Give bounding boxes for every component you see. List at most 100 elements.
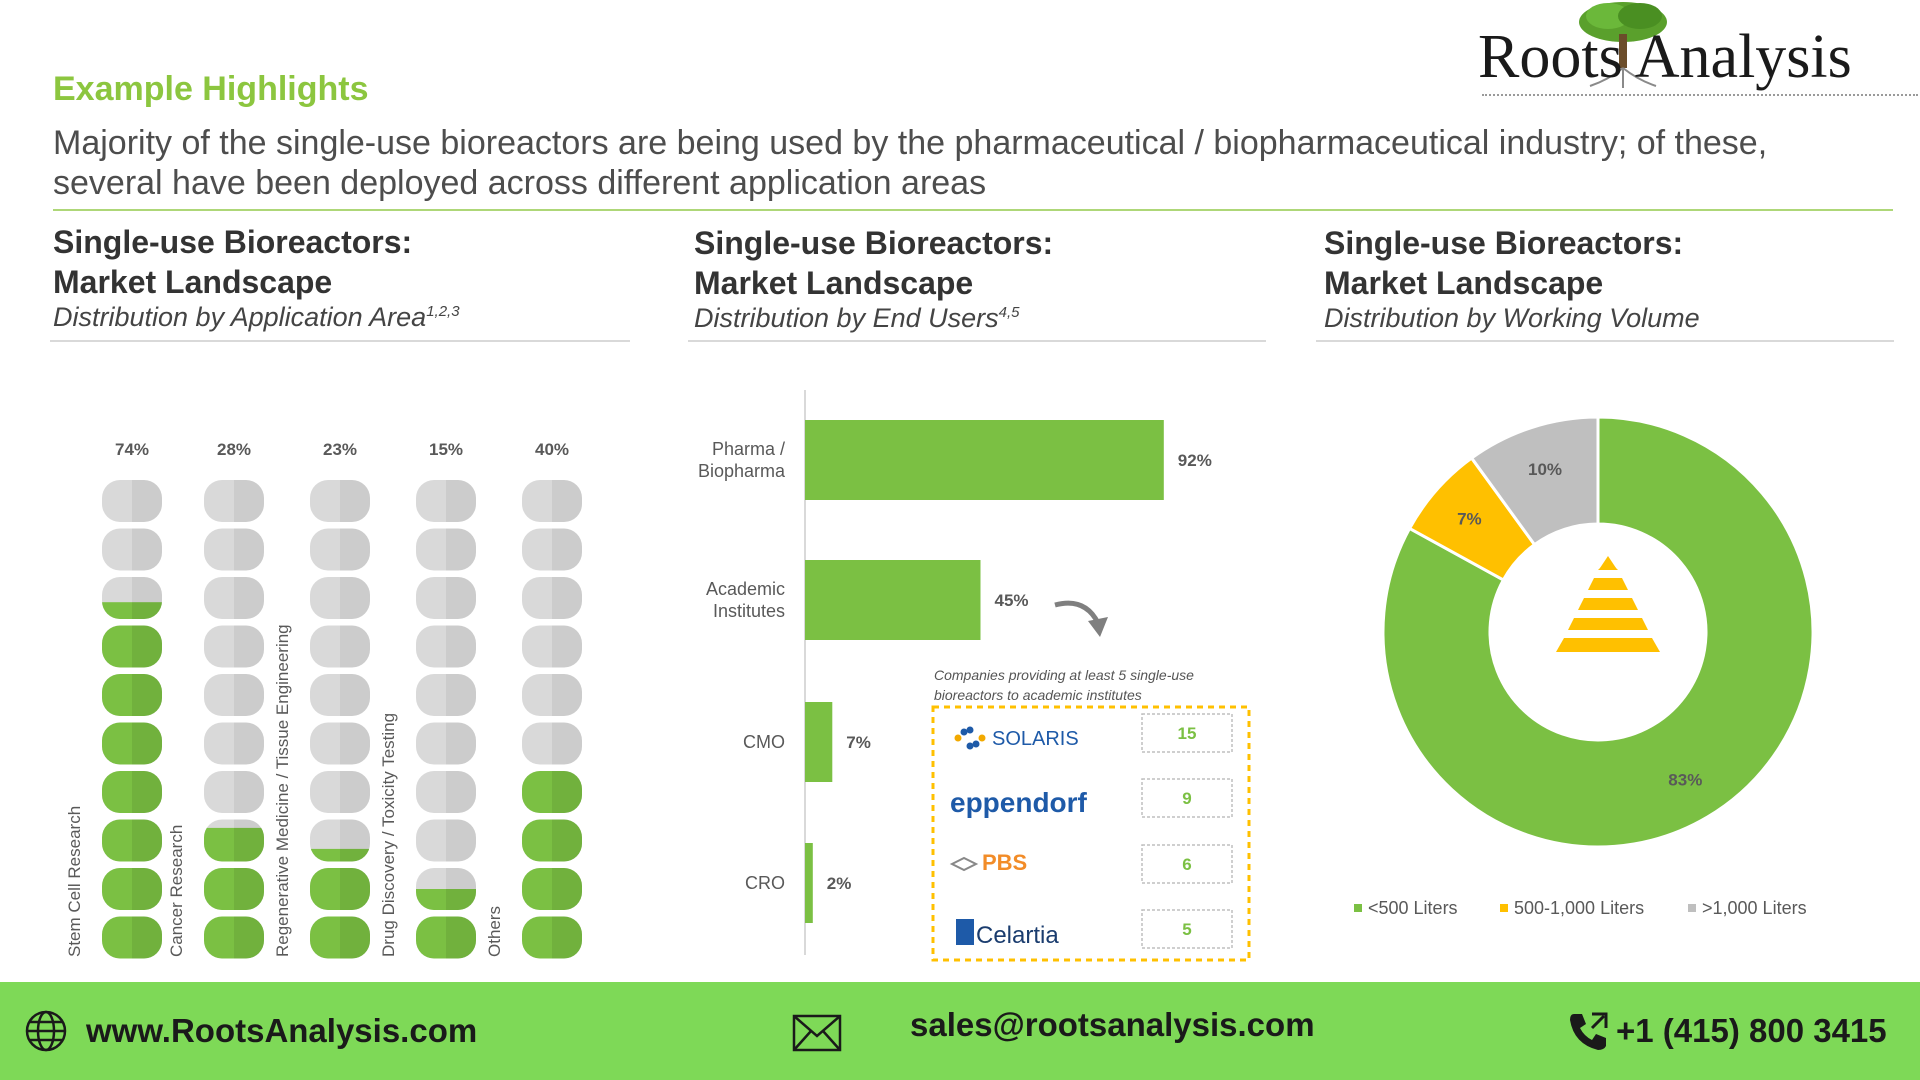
capsule-unit xyxy=(204,868,264,910)
company-count: 9 xyxy=(1182,789,1191,808)
bar-fill xyxy=(204,827,264,862)
email-link[interactable]: sales@rootsanalysis.com xyxy=(910,1006,1315,1043)
company-name: Celartia xyxy=(976,922,1059,949)
legend-label: 500-1,000 Liters xyxy=(1514,898,1644,918)
working-volume-chart: 83% 7% 10% <500 Liters 500-1,000 Liters >1,0… xyxy=(1354,415,1815,918)
category-label: Cancer Research xyxy=(167,825,186,957)
logo-tagline-line xyxy=(1482,94,1918,102)
capsule-unit xyxy=(416,916,476,959)
category-label: Pharma / Biopharma xyxy=(698,439,786,481)
website-link[interactable]: www.RootsAnalysis.com xyxy=(86,1012,478,1049)
pbs-logo-mark xyxy=(949,856,979,872)
company-name: eppendorf xyxy=(950,787,1088,818)
capsule-unit xyxy=(102,722,162,765)
bar-fill xyxy=(416,889,476,910)
data-label: 10% xyxy=(1528,460,1562,479)
capsule-unit xyxy=(310,771,370,813)
data-label: 23% xyxy=(323,440,357,459)
company-row: Celartia 5 xyxy=(956,909,1233,949)
panel-divider xyxy=(1316,340,1894,342)
capsule-unit xyxy=(102,819,162,862)
donut-slice xyxy=(1469,415,1600,547)
solaris-logo xyxy=(954,726,986,750)
globe-icon xyxy=(25,1010,67,1052)
company-name: SOLARIS xyxy=(992,728,1079,750)
footer-website[interactable]: www.RootsAnalysis.com xyxy=(24,982,477,1080)
capsule-unit xyxy=(416,528,476,571)
bar-fill xyxy=(102,674,162,716)
count-box xyxy=(1141,713,1233,753)
bar-fill xyxy=(204,868,264,910)
capsule-unit xyxy=(416,625,476,668)
panel-end-users-header: Single-use Bioreactors: Market Landscape… xyxy=(694,223,1264,334)
capsule-unit xyxy=(522,722,582,765)
phone-icon xyxy=(1570,1012,1608,1050)
company-count: 15 xyxy=(1178,724,1197,743)
legend-item: >1,000 Liters xyxy=(1688,898,1807,918)
bar-fill xyxy=(310,916,370,959)
capsule-unit xyxy=(522,771,582,813)
data-label: 28% xyxy=(217,440,251,459)
company-name: PBS xyxy=(982,850,1027,875)
donut-slice xyxy=(1381,415,1815,849)
capsule-unit xyxy=(102,528,162,571)
panel-title-line2: Market Landscape xyxy=(1324,265,1604,301)
data-label: 92% xyxy=(1178,451,1212,470)
bar xyxy=(805,702,833,782)
panel-divider xyxy=(50,340,630,342)
category-label: CRO xyxy=(745,873,785,893)
count-box xyxy=(1141,844,1233,884)
panel-working-volume-header: Single-use Bioreactors: Market Landscape… xyxy=(1324,223,1894,334)
panel-divider xyxy=(688,340,1266,342)
section-kicker: Example Highlights xyxy=(53,70,369,108)
bar-fill xyxy=(310,868,370,910)
celartia-logo-mark xyxy=(956,919,974,945)
capsule-unit xyxy=(204,722,264,765)
bar-fill xyxy=(102,819,162,862)
bar-fill xyxy=(522,916,582,959)
panel-title-line1: Single-use Bioreactors: xyxy=(53,224,413,260)
category-label: Regenerative Medicine / Tissue Engineeri… xyxy=(273,624,292,957)
capsule-unit xyxy=(204,916,264,959)
bar-fill xyxy=(102,916,162,959)
capsule-unit xyxy=(310,722,370,765)
capsule-unit xyxy=(416,722,476,765)
bar-fill xyxy=(522,771,582,813)
bar-fill xyxy=(522,868,582,910)
panel-subtitle-sup: 1,2,3 xyxy=(426,303,460,320)
legend-swatch xyxy=(1354,904,1362,912)
data-label: 7% xyxy=(1457,510,1482,529)
capsule-unit xyxy=(310,916,370,959)
capsule-unit xyxy=(416,674,476,716)
data-label: 15% xyxy=(429,440,463,459)
legend-label: >1,000 Liters xyxy=(1702,898,1807,918)
legend-item: <500 Liters xyxy=(1354,898,1458,918)
data-label: 74% xyxy=(115,440,149,459)
panel-title-line1: Single-use Bioreactors: xyxy=(1324,225,1684,261)
phone-number[interactable]: +1 (415) 800 3415 xyxy=(1616,1012,1887,1049)
pyramid-icon xyxy=(1556,556,1660,652)
panel-title-line1: Single-use Bioreactors: xyxy=(694,225,1054,261)
bar-fill xyxy=(310,848,370,862)
capsule-unit xyxy=(102,771,162,813)
footer-email[interactable]: sales@rootsanalysis.com xyxy=(910,976,1315,1074)
capsule-unit xyxy=(310,674,370,716)
capsule-unit xyxy=(522,916,582,959)
capsule-unit xyxy=(204,480,264,522)
capsule-unit xyxy=(416,771,476,813)
category-label: Stem Cell Research xyxy=(65,806,84,957)
bar xyxy=(805,420,1164,500)
capsule-unit xyxy=(102,916,162,959)
footer-phone[interactable]: +1 (415) 800 3415 xyxy=(1568,982,1887,1080)
panel-title-line2: Market Landscape xyxy=(694,265,974,301)
company-row: PBS 6 xyxy=(949,844,1233,884)
capsule-unit xyxy=(310,625,370,668)
footer-bar: www.RootsAnalysis.com sales@rootsanalysi… xyxy=(0,982,1920,1080)
data-label: 2% xyxy=(827,874,852,893)
panel-subtitle-sup: 4,5 xyxy=(998,304,1020,321)
capsule-unit xyxy=(522,528,582,571)
capsule-unit xyxy=(522,577,582,619)
bar-fill xyxy=(416,916,476,959)
legend-swatch xyxy=(1688,904,1696,912)
